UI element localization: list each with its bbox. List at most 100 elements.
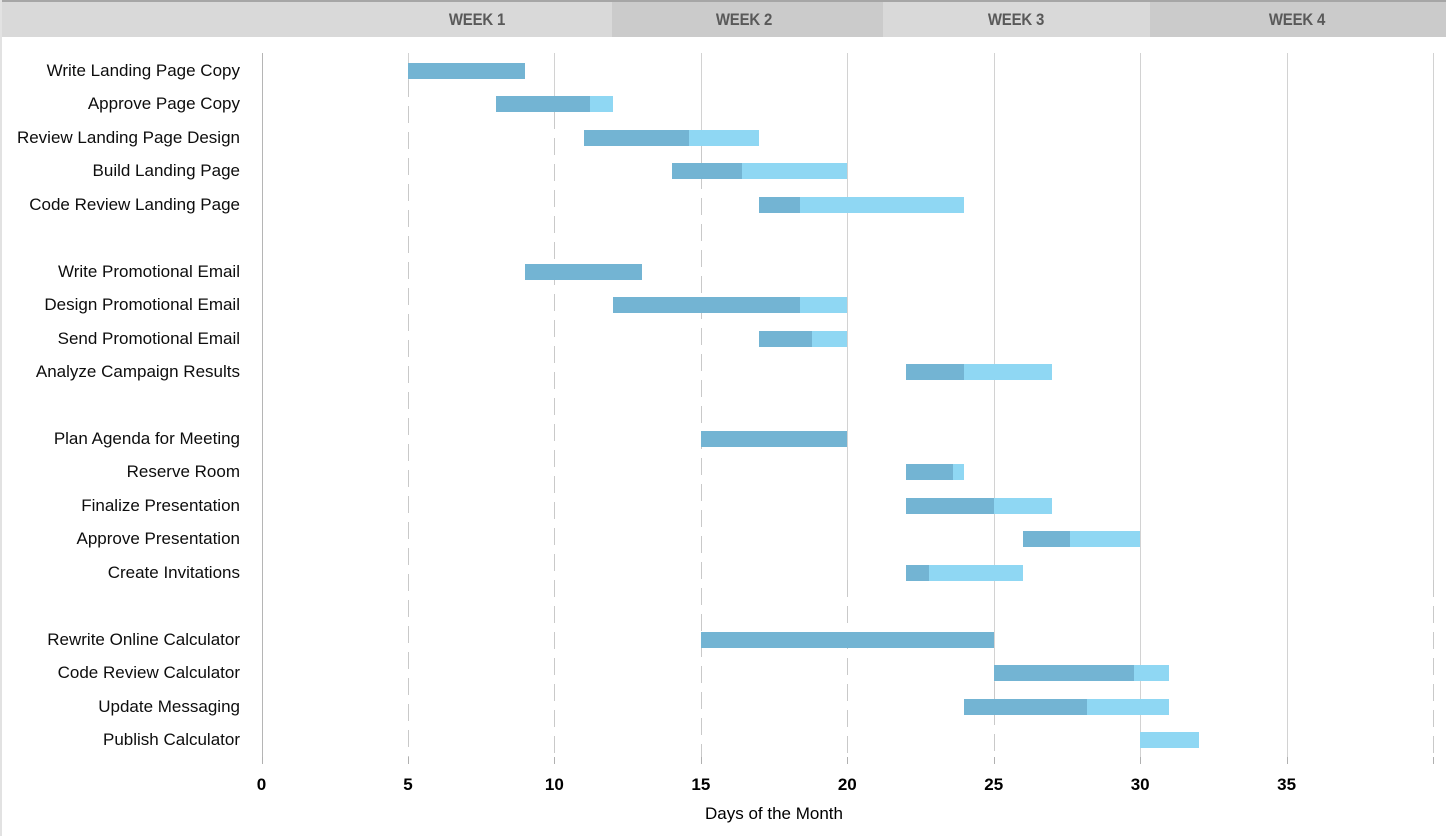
gridline-day-25-dashed: [993, 682, 995, 757]
x-tick-label-20: 20: [837, 775, 857, 794]
gantt-bar-completed: [495, 96, 590, 113]
gantt-bar-completed: [905, 497, 994, 514]
task-label: Build Landing Page: [92, 161, 240, 181]
x-axis-tick-40: [1433, 757, 1435, 764]
task-label: Update Messaging: [98, 696, 240, 716]
gridline-day-40-solid: [1433, 53, 1435, 580]
gantt-bar: [700, 631, 994, 648]
gantt-bar-completed: [583, 129, 690, 146]
x-tick-label-0: 0: [256, 775, 267, 794]
gantt-bar: [525, 263, 643, 280]
task-label: Approve Page Copy: [87, 94, 240, 114]
gantt-bar-completed: [612, 297, 801, 314]
gantt-bar: [583, 129, 760, 146]
gantt-bar-remaining: [1087, 698, 1170, 715]
task-label: Review Landing Page Design: [16, 127, 240, 147]
gantt-bar-completed: [700, 430, 848, 447]
week-band-1: [2, 2, 612, 37]
gantt-bar: [1140, 732, 1199, 748]
x-tick-label-25: 25: [984, 775, 1004, 794]
gantt-bar: [759, 330, 848, 347]
gridline-day-20-solid: [847, 53, 849, 580]
gantt-bar-completed: [993, 665, 1135, 682]
gantt-bar-remaining: [964, 364, 1053, 381]
gantt-bar: [612, 297, 848, 314]
x-axis-tick-25: [993, 757, 995, 764]
gantt-bar: [1023, 531, 1141, 548]
x-tick-label-5: 5: [403, 775, 413, 794]
gantt-bar-remaining: [952, 464, 965, 481]
task-label: Create Invitations: [107, 562, 240, 582]
gantt-bar-completed: [964, 698, 1088, 715]
x-axis-tick-30: [1140, 757, 1142, 764]
gridline-day-0: [261, 53, 263, 757]
gantt-bar-remaining: [1140, 732, 1199, 748]
x-axis-tick-20: [847, 757, 849, 764]
x-axis-tick-10: [554, 757, 556, 764]
gantt-bar: [495, 96, 613, 113]
week-label-2: WEEK 2: [715, 9, 773, 29]
week-band-3: [883, 2, 1150, 37]
task-label: Rewrite Online Calculator: [47, 629, 240, 649]
task-label: Analyze Campaign Results: [35, 362, 240, 382]
week-label-3: WEEK 3: [987, 9, 1045, 29]
task-label: Approve Presentation: [76, 529, 241, 549]
task-label: Design Promotional Email: [44, 295, 240, 315]
gantt-bar: [905, 364, 1053, 381]
gantt-bar: [905, 464, 965, 481]
gridline-day-40-dashed: [1433, 580, 1435, 757]
week-band-4: [1150, 2, 1446, 37]
x-axis-tick-35: [1286, 757, 1288, 764]
gantt-bar: [700, 430, 848, 447]
gantt-bar-remaining: [812, 330, 848, 347]
gantt-bar-completed: [525, 263, 643, 280]
week-band-2: [612, 2, 883, 37]
gridline-day-20-dashed: [847, 580, 849, 757]
task-label: Publish Calculator: [102, 730, 240, 749]
gantt-bar-remaining: [800, 297, 848, 314]
gantt-bar: [759, 196, 965, 213]
gantt-bar: [671, 163, 848, 180]
x-axis-tick-15: [700, 757, 702, 764]
gantt-bar-completed: [905, 364, 965, 381]
task-label: Write Promotional Email: [57, 261, 240, 281]
task-label: Code Review Landing Page: [29, 194, 240, 214]
gantt-bar: [993, 665, 1170, 682]
gantt-bar: [905, 497, 1053, 514]
gantt-bar: [905, 564, 1024, 581]
week-header-bar: WEEK 1 WEEK 2 WEEK 3 WEEK 4: [2, 2, 1446, 37]
task-label: Finalize Presentation: [81, 495, 240, 515]
task-label: Write Landing Page Copy: [46, 61, 240, 80]
x-tick-label-10: 10: [544, 775, 564, 794]
gantt-bar-completed: [759, 330, 813, 347]
week-label-4: WEEK 4: [1268, 9, 1326, 29]
gantt-bar-remaining: [993, 497, 1053, 514]
gantt-bar-completed: [759, 196, 801, 213]
week-label-1: WEEK 1: [448, 9, 506, 29]
x-tick-label-30: 30: [1130, 775, 1150, 794]
x-axis-tick-5: [407, 757, 409, 764]
gantt-bar-remaining: [689, 129, 760, 146]
gantt-bar-completed: [671, 163, 742, 180]
task-label: Plan Agenda for Meeting: [53, 428, 240, 448]
x-tick-label-35: 35: [1277, 775, 1297, 794]
task-label: Code Review Calculator: [57, 663, 240, 683]
x-axis-title: Days of the Month: [705, 804, 843, 823]
gantt-bar: [964, 698, 1170, 715]
gantt-bar-remaining: [1134, 665, 1170, 682]
gantt-bar-completed: [905, 464, 953, 481]
task-label: Reserve Room: [126, 462, 240, 482]
gantt-bar-remaining: [741, 163, 848, 180]
x-tick-label-15: 15: [691, 775, 711, 794]
gridline-day-5-dashed: [407, 80, 409, 757]
task-label: Send Promotional Email: [57, 328, 240, 348]
gantt-bar-remaining: [589, 96, 613, 113]
gridline-day-35: [1286, 53, 1288, 757]
gantt-bar-completed: [905, 564, 930, 581]
gantt-bar-remaining: [929, 564, 1024, 581]
gantt-bar-completed: [407, 63, 526, 79]
window-top-edge: [2, 0, 1446, 2]
gantt-bar: [407, 63, 526, 79]
x-axis-tick-0: [261, 757, 263, 764]
